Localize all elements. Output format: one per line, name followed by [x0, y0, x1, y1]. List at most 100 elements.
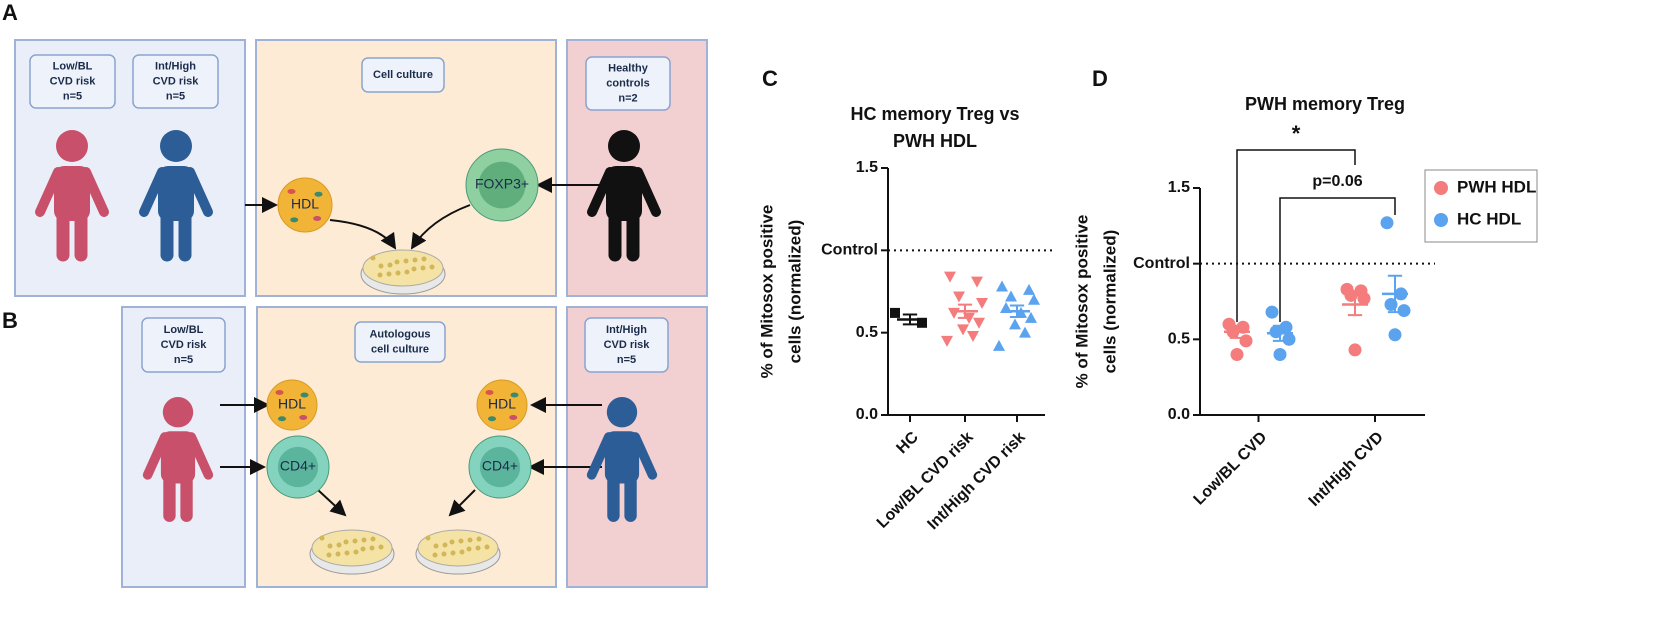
data-point: [1025, 311, 1037, 323]
person-body: [604, 431, 640, 484]
culture-dot: [442, 542, 448, 548]
culture-dot: [425, 535, 431, 541]
significance-label: p=0.06: [1312, 173, 1362, 190]
culture-dot: [421, 256, 427, 262]
y-tick-label: 0.0: [856, 406, 878, 423]
data-point: [1028, 293, 1040, 305]
culture-dot: [335, 551, 341, 557]
culture-dot: [360, 546, 366, 552]
data-point: [953, 291, 965, 303]
culture-dot: [466, 546, 472, 552]
box-label: Cell culture: [373, 69, 433, 81]
panel-label: D: [1092, 66, 1108, 91]
data-point: [1265, 305, 1279, 319]
data-point: [1009, 318, 1021, 330]
legend-label: PWH HDL: [1457, 177, 1536, 196]
culture-dot: [412, 257, 418, 263]
data-point: [1273, 347, 1287, 361]
hdl-dot: [300, 392, 309, 398]
y-tick-label: Control: [1133, 255, 1190, 272]
person-body: [606, 166, 642, 221]
error-bar: [1347, 292, 1363, 317]
data-point: [971, 276, 983, 288]
hdl-dot: [275, 390, 284, 395]
data-point: [1388, 328, 1402, 342]
culture-dot: [326, 552, 332, 558]
person-head: [160, 130, 192, 162]
data-point: [1236, 320, 1250, 334]
legend-label: HC HDL: [1457, 209, 1521, 228]
culture-dot: [432, 552, 438, 558]
hdl-dot: [278, 416, 286, 422]
x-tick-label: Int/High CVD risk: [924, 429, 1029, 534]
data-point: [941, 335, 953, 347]
hdl-dot: [290, 217, 299, 223]
culture-dot: [370, 255, 376, 261]
error-bar: [1272, 324, 1288, 342]
person-arm: [35, 167, 63, 217]
error-bar: [1229, 324, 1245, 339]
culture-dot: [327, 543, 333, 549]
cell-inner: [478, 161, 526, 209]
data-point: [1282, 332, 1296, 346]
box-label: n=5: [63, 90, 82, 102]
y-tick-label: 0.0: [1168, 406, 1190, 423]
cell-label: CD4+: [482, 458, 518, 474]
culture-dot: [387, 262, 393, 268]
culture-dot: [467, 537, 473, 543]
person-head: [608, 130, 640, 162]
significance-label: *: [1292, 121, 1301, 146]
panel-label: B: [2, 308, 18, 333]
culture-dot: [395, 270, 401, 276]
culture-dot: [353, 549, 359, 555]
diagram-backgrounds: [14, 39, 708, 588]
label-box: [29, 54, 116, 109]
culture-dot: [420, 265, 426, 271]
culture-dot: [403, 258, 409, 264]
data-point: [1397, 304, 1411, 318]
data-point: [1348, 343, 1362, 357]
culture-dot: [361, 537, 367, 543]
person-arm: [586, 432, 614, 480]
culture-dot: [377, 272, 383, 278]
data-point: [1005, 290, 1017, 302]
person-arm: [185, 167, 213, 217]
cell-inner: [479, 446, 521, 488]
culture-dot: [394, 259, 400, 265]
data-point: [1019, 326, 1031, 338]
data-point: [1357, 291, 1371, 305]
x-tick-label: Low/BL CVD risk: [874, 429, 977, 532]
significance-bracket: [1279, 197, 1396, 322]
y-axis-label: cells (normalized): [785, 220, 804, 364]
culture-dot: [370, 536, 376, 542]
culture-dot: [449, 539, 455, 545]
box-label: n=5: [617, 354, 636, 366]
box-label: cell culture: [371, 343, 429, 355]
culture-dot: [369, 545, 375, 551]
culture-dot: [344, 550, 350, 556]
data-point: [1239, 334, 1253, 348]
data-point: [976, 298, 988, 310]
person-arm: [630, 432, 658, 480]
y-tick-label: 0.5: [1168, 331, 1190, 348]
y-axis-label: % of Mitosox positive: [1072, 215, 1091, 389]
box-label: n=2: [618, 92, 637, 104]
person-body: [54, 166, 90, 221]
y-axis-label: cells (normalized): [1100, 230, 1119, 374]
y-tick-label: 1.5: [1168, 179, 1190, 196]
person-arm: [142, 432, 170, 480]
person-arm: [186, 432, 214, 480]
box-label: Autologous: [369, 328, 430, 340]
error-bar: [902, 313, 918, 326]
person-arm: [587, 167, 615, 217]
panel-label: A: [2, 0, 18, 25]
person-head: [162, 397, 194, 428]
hdl-dot: [287, 189, 296, 194]
person-head: [606, 397, 638, 428]
chart-title: PWH HDL: [893, 131, 977, 151]
culture-dot: [336, 542, 342, 548]
culture-dot: [378, 263, 384, 269]
culture-dot: [343, 539, 349, 545]
culture-dot: [411, 266, 417, 272]
culture-dot: [459, 549, 465, 555]
